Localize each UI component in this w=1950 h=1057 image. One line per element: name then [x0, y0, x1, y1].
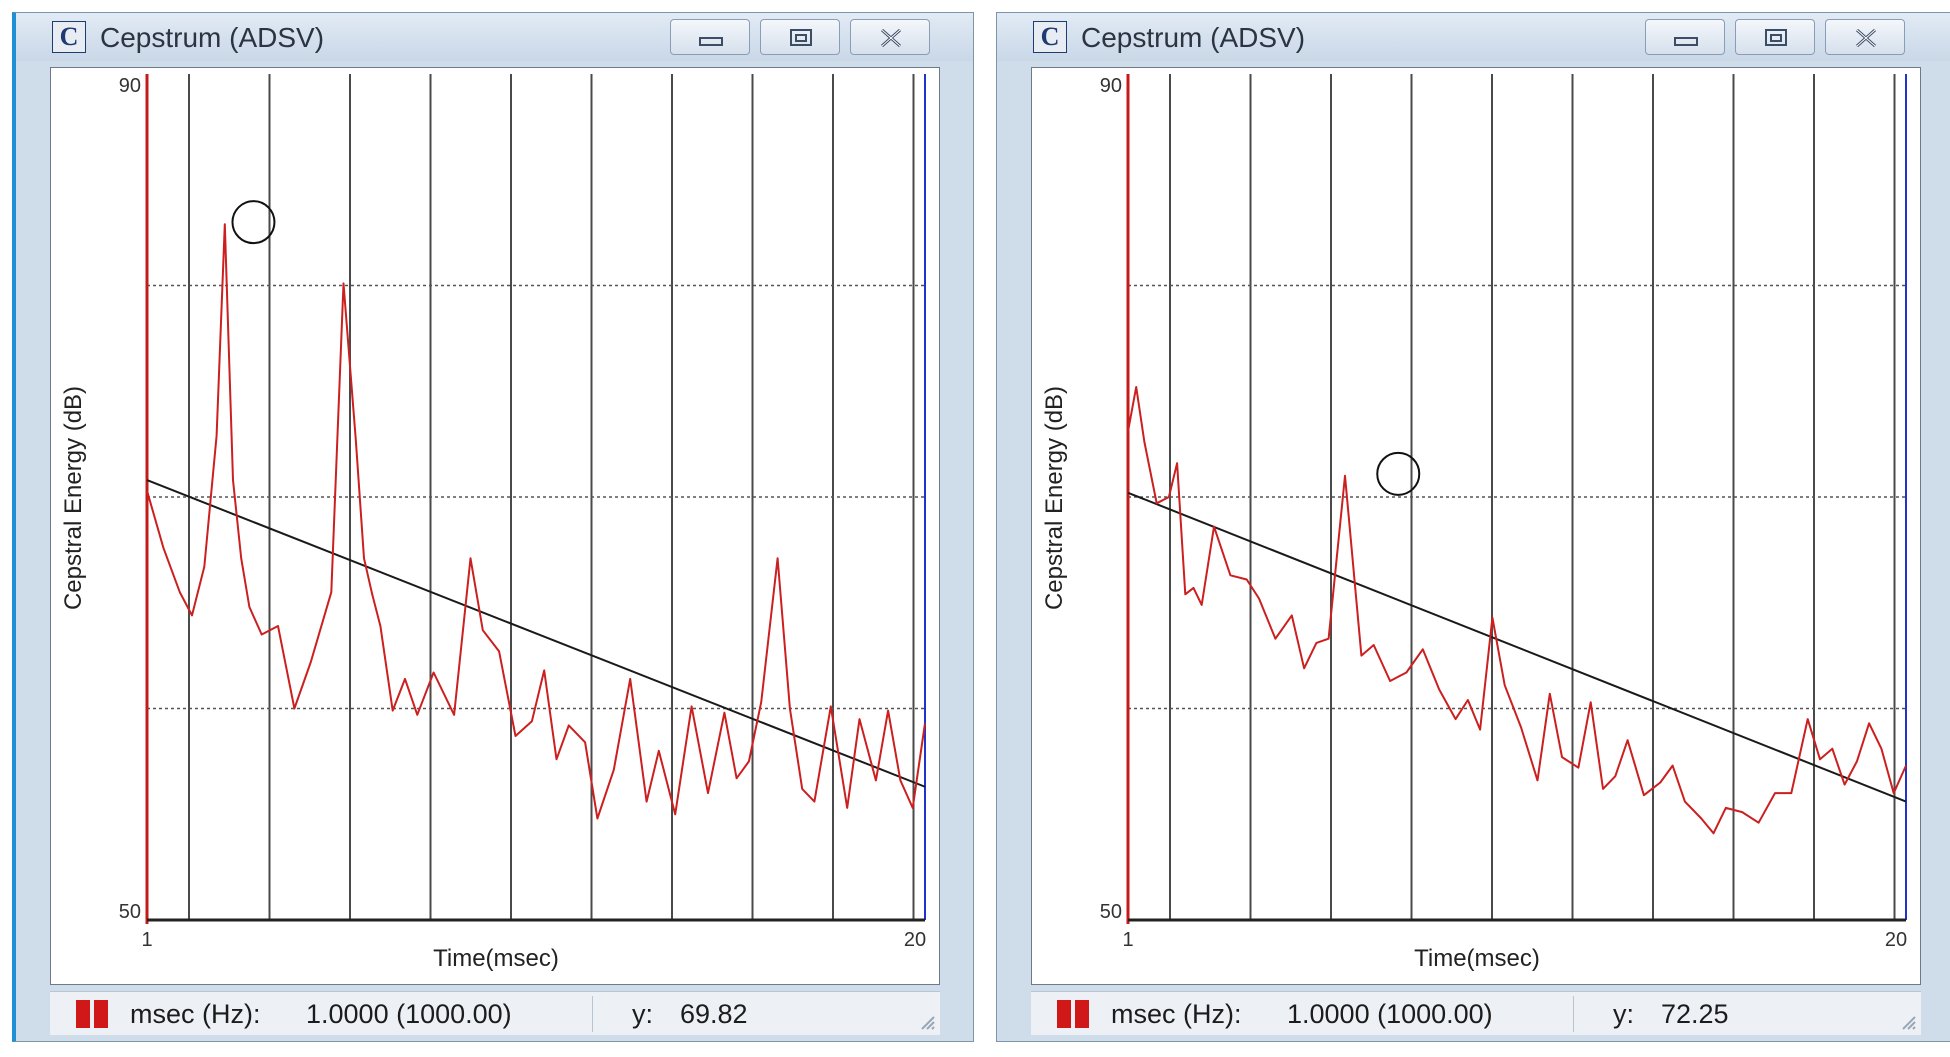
- status-x-label: msec (Hz):: [130, 999, 261, 1029]
- y-tick-top: 90: [119, 75, 141, 97]
- cepstrum-chart: Cepstral Energy (dB) Time(msec) 90 50 1 …: [60, 74, 926, 972]
- status-x-label: msec (Hz):: [1111, 999, 1242, 1029]
- x-tick-right: 20: [1885, 929, 1907, 951]
- resize-grip-icon[interactable]: [918, 1013, 936, 1031]
- window-title: Cepstrum (ADSV): [1081, 22, 1306, 53]
- status-marker: [1057, 1000, 1071, 1028]
- peak-marker: [231, 200, 276, 245]
- y-tick-bottom: 50: [119, 901, 141, 923]
- status-bar: msec (Hz): 1.0000 (1000.00) y: 72.25: [1031, 991, 1921, 1035]
- peak-marker: [1376, 451, 1421, 496]
- minimize-button[interactable]: [1645, 19, 1725, 55]
- status-y-value: 69.82: [680, 999, 748, 1029]
- status-bar: msec (Hz): 1.0000 (1000.00) y: 69.82: [50, 991, 940, 1035]
- app-icon[interactable]: C: [1033, 21, 1067, 53]
- x-axis-title: Time(msec): [433, 945, 559, 972]
- y-axis-title: Cepstral Energy (dB): [60, 386, 87, 610]
- maximize-icon: [790, 29, 812, 46]
- title-bar[interactable]: C Cepstrum (ADSV): [997, 13, 1950, 61]
- cepstrum-chart: Cepstral Energy (dB) Time(msec) 90 50 1 …: [1041, 74, 1907, 972]
- status-x-value: 1.0000 (1000.00): [1287, 999, 1493, 1029]
- status-x-value: 1.0000 (1000.00): [306, 999, 512, 1029]
- close-button[interactable]: [850, 19, 930, 55]
- resize-grip-icon[interactable]: [1899, 1013, 1917, 1031]
- close-icon: [1856, 28, 1876, 48]
- close-button[interactable]: [1825, 19, 1905, 55]
- cepstrum-window-left: C Cepstrum (ADSV) Cepstral Energy (dB) T…: [12, 12, 974, 1042]
- minimize-icon: [1674, 37, 1698, 46]
- cepstrum-trace: [146, 223, 926, 820]
- minimize-icon: [699, 37, 723, 46]
- x-tick-left: 1: [1122, 929, 1133, 951]
- y-tick-bottom: 50: [1100, 901, 1122, 923]
- status-y-label: y:: [632, 999, 654, 1029]
- status-y-label: y:: [1613, 999, 1635, 1029]
- regression-line: [1127, 491, 1907, 803]
- status-y-value: 72.25: [1661, 999, 1729, 1029]
- regression-line: [146, 479, 926, 788]
- app-icon[interactable]: C: [52, 21, 86, 53]
- cepstrum-trace: [1127, 386, 1907, 835]
- title-bar[interactable]: C Cepstrum (ADSV): [16, 13, 973, 61]
- status-marker: [94, 1000, 108, 1028]
- status-separator: [1573, 996, 1574, 1032]
- cepstrum-window-right: C Cepstrum (ADSV) Cepstral Energy (dB) T…: [996, 12, 1950, 1042]
- x-tick-right: 20: [904, 929, 926, 951]
- maximize-button[interactable]: [1735, 19, 1815, 55]
- maximize-button[interactable]: [760, 19, 840, 55]
- plot-area[interactable]: Cepstral Energy (dB) Time(msec) 90 50 1 …: [1031, 67, 1921, 985]
- y-axis-title: Cepstral Energy (dB): [1041, 386, 1068, 610]
- y-tick-top: 90: [1100, 75, 1122, 97]
- minimize-button[interactable]: [670, 19, 750, 55]
- x-axis-title: Time(msec): [1414, 945, 1540, 972]
- status-marker: [76, 1000, 90, 1028]
- maximize-icon: [1765, 29, 1787, 46]
- plot-area[interactable]: Cepstral Energy (dB) Time(msec) 90 50 1 …: [50, 67, 940, 985]
- window-title: Cepstrum (ADSV): [100, 22, 325, 53]
- close-icon: [881, 28, 901, 48]
- x-tick-left: 1: [141, 929, 152, 951]
- status-separator: [592, 996, 593, 1032]
- status-marker: [1075, 1000, 1089, 1028]
